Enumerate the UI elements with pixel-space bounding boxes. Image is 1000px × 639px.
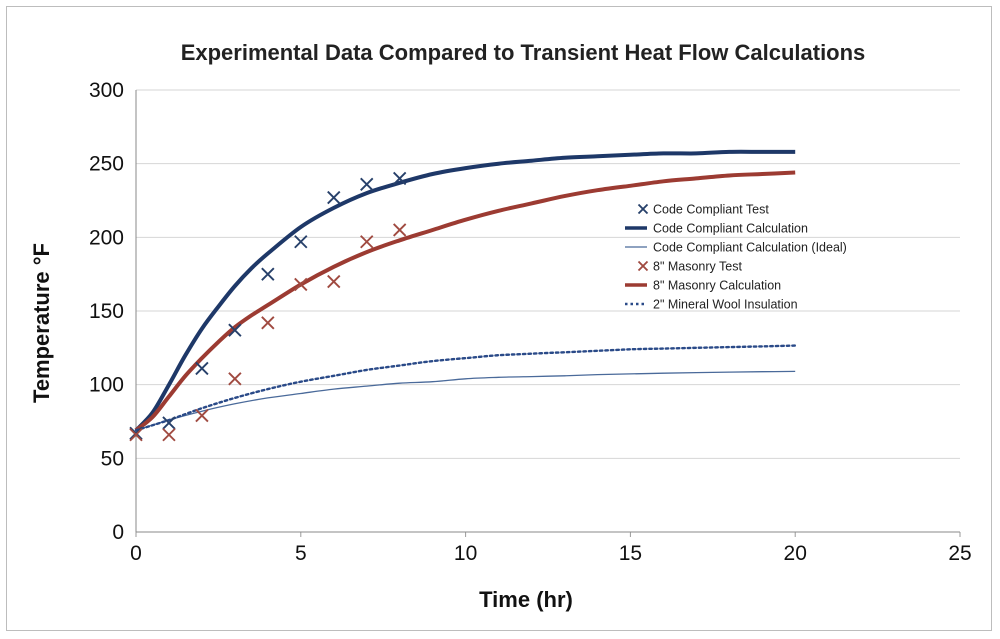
legend-item-8-masonry-calculation: 8" Masonry Calculation <box>625 279 781 293</box>
data-point-8-masonry-test <box>327 274 341 289</box>
x-tick-label: 20 <box>784 542 807 565</box>
data-point-8-masonry-test <box>261 316 275 330</box>
y-axis-label: Temperature °F <box>29 243 54 403</box>
series-line-code-compliant-calculation-ideal <box>135 370 796 431</box>
chart-frame: Experimental Data Compared to Transient … <box>6 6 992 631</box>
legend-label: 8" Masonry Test <box>653 260 742 274</box>
series-line-8-masonry-calculation <box>134 170 796 432</box>
y-tick-label: 100 <box>89 374 124 397</box>
legend-label: 8" Masonry Calculation <box>653 279 781 293</box>
x-tick-label: 10 <box>454 542 477 565</box>
legend-marker-code-compliant-test <box>637 203 649 215</box>
y-tick-label: 0 <box>112 521 124 544</box>
legend-marker-8-masonry-test <box>637 260 649 272</box>
data-point-code-compliant-test <box>294 235 308 249</box>
data-point-code-compliant-test <box>360 177 374 191</box>
data-point-8-masonry-test <box>393 223 407 237</box>
x-axis-label: Time (hr) <box>479 587 573 612</box>
x-tick-label: 5 <box>295 542 307 565</box>
legend-label: 2" Mineral Wool Insulation <box>653 298 798 312</box>
data-point-code-compliant-test <box>195 361 209 376</box>
data-point-code-compliant-test <box>129 426 143 440</box>
legend-label: Code Compliant Calculation <box>653 222 808 236</box>
y-tick-label: 300 <box>89 79 124 102</box>
y-tick-label: 250 <box>89 153 124 176</box>
legend-item-code-compliant-test: Code Compliant Test <box>637 203 769 217</box>
data-point-code-compliant-test <box>228 323 242 337</box>
series-layer <box>129 149 797 442</box>
data-point-8-masonry-test <box>195 408 209 423</box>
data-point-code-compliant-test <box>162 416 176 430</box>
legend-item-code-compliant-calculation-ideal: Code Compliant Calculation (Ideal) <box>625 241 847 255</box>
data-point-8-masonry-test <box>294 277 308 292</box>
series-line-2-mineral-wool-insulation <box>134 344 797 432</box>
legend-item-code-compliant-calculation: Code Compliant Calculation <box>625 222 808 236</box>
y-tick-label: 150 <box>89 300 124 323</box>
legend-label: Code Compliant Calculation (Ideal) <box>653 241 847 255</box>
legend: Code Compliant Test Code Compliant Calcul… <box>625 203 847 312</box>
series-line-code-compliant-calculation <box>134 149 796 432</box>
y-tick-label: 50 <box>101 447 124 470</box>
data-point-8-masonry-test <box>129 428 143 442</box>
gridlines <box>136 89 960 459</box>
data-point-8-masonry-test <box>162 428 176 442</box>
axes: 0 50 100 150 200 250 300 0 5 10 15 20 25 <box>89 79 972 565</box>
y-tick-label: 200 <box>89 226 124 249</box>
legend-item-2-mineral-wool-insulation: 2" Mineral Wool Insulation <box>625 298 798 312</box>
x-tick-label: 25 <box>948 542 971 565</box>
legend-item-8-masonry-test: 8" Masonry Test <box>637 260 742 274</box>
legend-label: Code Compliant Test <box>653 203 769 217</box>
chart-svg: Experimental Data Compared to Transient … <box>29 40 972 612</box>
x-tick-label: 15 <box>619 542 642 565</box>
data-point-code-compliant-test <box>393 171 407 186</box>
data-point-8-masonry-test <box>228 372 242 386</box>
x-tick-label: 0 <box>130 542 142 565</box>
chart-title: Experimental Data Compared to Transient … <box>181 40 866 65</box>
data-point-code-compliant-test <box>327 190 341 205</box>
data-point-8-masonry-test <box>360 235 374 249</box>
data-point-code-compliant-test <box>261 267 275 281</box>
